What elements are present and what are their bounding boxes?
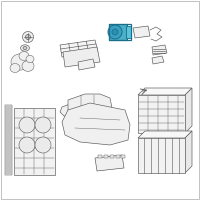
Polygon shape xyxy=(152,56,164,64)
Polygon shape xyxy=(104,155,108,158)
Polygon shape xyxy=(110,155,114,158)
Polygon shape xyxy=(185,88,192,133)
Polygon shape xyxy=(116,155,120,158)
Polygon shape xyxy=(121,155,125,158)
Ellipse shape xyxy=(108,25,122,39)
Polygon shape xyxy=(63,47,100,67)
Polygon shape xyxy=(138,131,192,138)
Polygon shape xyxy=(14,108,55,175)
Polygon shape xyxy=(60,40,98,57)
Ellipse shape xyxy=(35,117,51,133)
Ellipse shape xyxy=(112,29,118,35)
Polygon shape xyxy=(138,95,185,133)
Ellipse shape xyxy=(11,54,29,70)
Ellipse shape xyxy=(26,55,34,63)
Ellipse shape xyxy=(19,117,35,133)
Ellipse shape xyxy=(19,51,29,60)
Polygon shape xyxy=(95,155,124,171)
Ellipse shape xyxy=(22,61,34,71)
Polygon shape xyxy=(68,94,112,114)
Ellipse shape xyxy=(26,34,30,40)
Polygon shape xyxy=(185,131,192,173)
Ellipse shape xyxy=(22,31,34,43)
Ellipse shape xyxy=(21,45,30,51)
Polygon shape xyxy=(152,45,167,55)
Ellipse shape xyxy=(35,137,51,153)
Polygon shape xyxy=(62,103,130,145)
Polygon shape xyxy=(126,26,131,38)
Ellipse shape xyxy=(10,64,20,72)
Polygon shape xyxy=(109,24,127,40)
Polygon shape xyxy=(5,105,12,175)
Ellipse shape xyxy=(23,46,27,49)
Polygon shape xyxy=(98,155,102,158)
Ellipse shape xyxy=(19,137,35,153)
Polygon shape xyxy=(78,59,95,70)
Polygon shape xyxy=(133,26,150,38)
Polygon shape xyxy=(60,104,74,116)
Polygon shape xyxy=(138,138,185,173)
Polygon shape xyxy=(138,88,192,95)
